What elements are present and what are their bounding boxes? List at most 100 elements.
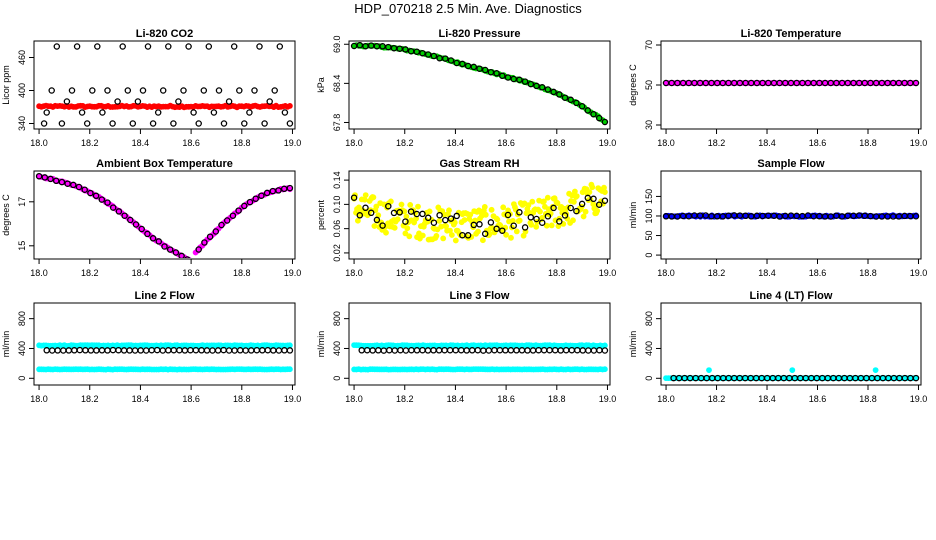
data-point [99, 109, 106, 116]
data-point [121, 212, 128, 219]
data-point [264, 346, 272, 354]
data-point [165, 347, 172, 354]
data-point [362, 192, 369, 198]
data-point [544, 86, 552, 93]
data-point [129, 120, 137, 127]
data-point [144, 230, 151, 238]
data-point [579, 347, 587, 354]
data-point [447, 215, 455, 222]
data-point [40, 120, 48, 127]
data-point [463, 347, 470, 354]
data-point [441, 346, 448, 354]
data-point [391, 224, 398, 231]
data-point [446, 346, 454, 354]
x-tick-label: 19.0 [910, 268, 928, 278]
data-point [263, 189, 271, 197]
x-tick-label: 18.0 [345, 268, 363, 278]
data-point [149, 120, 157, 127]
data-point [419, 49, 426, 57]
x-tick-label: 18.0 [345, 138, 363, 148]
data-point [159, 347, 167, 354]
data-point [236, 347, 244, 354]
data-point [541, 198, 547, 205]
data-point [48, 87, 55, 94]
data-point [402, 347, 410, 354]
data-point [109, 204, 117, 211]
plot-frame [348, 40, 611, 130]
x-tick-label: 18.4 [132, 268, 150, 278]
x-tick-label: 18.2 [708, 268, 726, 278]
y-tick-label: 800 [332, 311, 342, 326]
x-tick-label: 18.0 [657, 394, 675, 404]
x-tick-label: 18.6 [809, 268, 827, 278]
data-point [513, 347, 520, 354]
data-point [504, 74, 512, 81]
data-point [75, 183, 83, 191]
data-point [488, 206, 495, 213]
data-point [601, 118, 609, 126]
data-point [387, 198, 394, 205]
data-point [912, 79, 920, 87]
x-tick-label: 18.4 [758, 268, 776, 278]
data-point [154, 109, 162, 116]
x-tick-label: 18.2 [708, 138, 726, 148]
data-point [87, 347, 95, 354]
data-point [379, 222, 386, 229]
y-tick-label: 0 [17, 376, 27, 381]
y-tick-label: 0 [644, 376, 654, 381]
x-tick-label: 18.2 [81, 394, 99, 404]
data-point [235, 207, 242, 214]
data-point [533, 223, 540, 230]
x-tick-label: 18.0 [657, 268, 675, 278]
data-point [573, 99, 580, 107]
data-point [356, 212, 364, 219]
data-point [433, 232, 440, 239]
data-point [516, 76, 523, 84]
data-point [402, 218, 409, 225]
data-point [271, 87, 278, 94]
data-point [470, 63, 478, 71]
data-point [507, 347, 515, 354]
data-point [138, 225, 145, 233]
data-point [570, 217, 576, 224]
data-point [71, 347, 78, 354]
data-point [225, 347, 233, 354]
x-tick-label: 18.2 [81, 138, 99, 148]
data-point [442, 55, 449, 62]
data-point [426, 208, 433, 215]
data-point [533, 215, 540, 223]
data-point [789, 367, 796, 373]
panel-title: Sample Flow [757, 158, 825, 170]
data-point [407, 208, 415, 215]
data-point [89, 87, 96, 94]
x-tick-label: 18.0 [30, 268, 48, 278]
x-tick-label: 18.0 [657, 138, 675, 148]
data-point [93, 347, 100, 354]
data-point [104, 199, 111, 206]
data-point [415, 203, 421, 210]
data-point [246, 198, 254, 206]
data-point [220, 120, 228, 127]
y-tick-label: 400 [17, 83, 27, 98]
data-point [590, 347, 598, 354]
data-point [590, 110, 597, 118]
data-point [286, 366, 293, 373]
x-tick-label: 18.4 [447, 268, 465, 278]
data-point [380, 347, 388, 354]
data-point [386, 346, 393, 354]
data-point [544, 194, 551, 201]
data-point [241, 202, 248, 210]
data-point [187, 346, 194, 354]
y-tick-label: 50 [644, 80, 654, 90]
data-point [464, 232, 472, 239]
data-point [578, 200, 586, 208]
data-point [538, 219, 546, 226]
data-point [508, 234, 514, 241]
plot-area [662, 212, 920, 220]
y-tick-label: 68.4 [332, 75, 342, 93]
data-point [525, 202, 532, 209]
data-point [236, 87, 243, 94]
data-point [442, 216, 449, 224]
x-tick-label: 19.0 [599, 394, 617, 404]
data-point [518, 347, 526, 354]
